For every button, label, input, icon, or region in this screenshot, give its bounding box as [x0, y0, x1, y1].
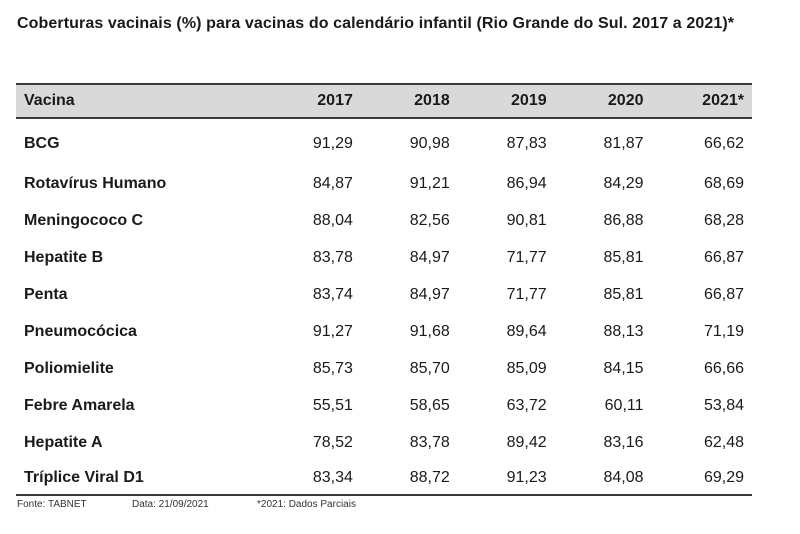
coverage-value-cell: 82,56: [409, 211, 450, 229]
footer-date: Data: 21/09/2021: [132, 499, 209, 510]
coverage-value-cell: 91,27: [312, 322, 353, 340]
coverage-value-cell: 83,16: [603, 433, 644, 451]
coverage-value-cell: 86,88: [603, 211, 644, 229]
coverage-value-cell: 85,81: [603, 248, 644, 266]
coverage-value-cell: 91,29: [312, 135, 353, 152]
coverage-value-cell: 69,29: [651, 461, 752, 496]
coverage-value-cell: 84,15: [603, 359, 644, 377]
vaccine-name-cell: Rotavírus Humano: [24, 174, 167, 192]
coverage-value-cell: 83,34: [264, 461, 361, 496]
vaccine-name-cell: Penta: [24, 285, 68, 303]
coverage-value-cell: 66,66: [703, 359, 744, 377]
coverage-value-cell: 89,64: [506, 322, 547, 340]
coverage-value-cell: 85,73: [312, 359, 353, 377]
coverage-value-cell: 78,52: [312, 433, 353, 451]
coverage-value-cell: 71,77: [506, 285, 547, 303]
coverage-value-cell: 71,77: [506, 248, 547, 266]
coverage-value-cell: 60,11: [604, 396, 644, 414]
coverage-value-cell: 66,62: [703, 135, 744, 152]
vaccine-name-cell: BCG: [24, 135, 60, 152]
table-row: Hepatite B 83,78 84,97 71,77 85,81 66,87: [16, 239, 752, 276]
column-header-2017: 2017: [264, 83, 361, 119]
coverage-value-cell: 87,83: [506, 135, 547, 152]
footer-source: Fonte: TABNET: [17, 499, 87, 510]
vaccine-name-cell: Febre Amarela: [24, 396, 135, 414]
table-row: Tríplice Viral D1 83,34 88,72 91,23 84,08 69,…: [16, 461, 752, 496]
coverage-value-cell: 83,74: [312, 285, 353, 303]
coverage-value-cell: 88,13: [603, 322, 644, 340]
column-header-vacina: Vacina: [16, 83, 264, 119]
table-row: Poliomielite 85,73 85,70 85,09 84,15 66,66: [16, 350, 752, 387]
vaccine-name-cell: Hepatite A: [24, 433, 103, 451]
vaccine-name-cell: Tríplice Viral D1: [16, 461, 264, 496]
coverage-value-cell: 90,81: [506, 211, 547, 229]
coverage-value-cell: 85,09: [506, 359, 547, 377]
coverage-value-cell: 81,87: [603, 135, 644, 152]
table-row: Rotavírus Humano 84,87 91,21 86,94 84,29 68,6…: [16, 165, 752, 202]
table-row: Hepatite A 78,52 83,78 89,42 83,16 62,48: [16, 424, 752, 461]
table-row: Penta 83,74 84,97 71,77 85,81 66,87: [16, 276, 752, 313]
coverage-value-cell: 91,68: [409, 322, 450, 340]
vaccine-name-cell: Poliomielite: [24, 359, 114, 377]
vaccine-coverage-table: Vacina 2017 2018 2019 2020 2021* BCG 91,2…: [16, 83, 752, 496]
coverage-value-cell: 91,21: [409, 174, 450, 192]
coverage-value-cell: 63,72: [506, 396, 547, 414]
coverage-value-cell: 84,08: [554, 461, 652, 496]
coverage-value-cell: 88,04: [312, 211, 353, 229]
vaccine-name-cell: Meningococo C: [24, 211, 144, 229]
vaccine-name-cell: Pneumocócica: [24, 322, 137, 340]
coverage-value-cell: 83,78: [312, 248, 353, 266]
coverage-value-cell: 85,81: [603, 285, 644, 303]
coverage-value-cell: 62,48: [703, 433, 744, 451]
column-header-2020: 2020: [554, 83, 652, 119]
table-row: Meningococo C 88,04 82,56 90,81 86,88 68,28: [16, 202, 752, 239]
column-header-2021: 2021*: [651, 83, 752, 119]
coverage-value-cell: 68,28: [703, 211, 744, 229]
coverage-value-cell: 84,97: [409, 285, 450, 303]
coverage-value-cell: 90,98: [409, 135, 450, 152]
coverage-value-cell: 83,78: [409, 433, 450, 451]
table-row: Febre Amarela 55,51 58,65 63,72 60,11 53,84: [16, 387, 752, 424]
coverage-value-cell: 85,70: [409, 359, 450, 377]
coverage-value-cell: 68,69: [703, 174, 744, 192]
vaccine-name-cell: Hepatite B: [24, 248, 104, 266]
column-header-2018: 2018: [360, 83, 458, 119]
coverage-value-cell: 84,29: [603, 174, 644, 192]
table-row: Pneumocócica 91,27 91,68 89,64 88,13 71,19: [16, 313, 752, 350]
coverage-value-cell: 58,65: [409, 396, 450, 414]
coverage-value-cell: 55,51: [312, 396, 353, 414]
coverage-value-cell: 89,42: [506, 433, 547, 451]
coverage-value-cell: 66,87: [703, 248, 744, 266]
coverage-value-cell: 84,97: [409, 248, 450, 266]
coverage-value-cell: 84,87: [312, 174, 353, 192]
coverage-value-cell: 66,87: [703, 285, 744, 303]
coverage-value-cell: 86,94: [506, 174, 547, 192]
coverage-value-cell: 71,19: [703, 322, 744, 340]
coverage-value-cell: 88,72: [360, 461, 458, 496]
page-title: Coberturas vacinais (%) para vacinas do …: [17, 15, 735, 32]
table-header-row: Vacina 2017 2018 2019 2020 2021*: [16, 83, 752, 119]
column-header-2019: 2019: [457, 83, 555, 119]
coverage-value-cell: 53,84: [703, 396, 744, 414]
table-row: BCG 91,29 90,98 87,83 81,87 66,62: [16, 118, 752, 165]
coverage-value-cell: 91,23: [457, 461, 555, 496]
footer-note: *2021: Dados Parciais: [257, 499, 356, 510]
